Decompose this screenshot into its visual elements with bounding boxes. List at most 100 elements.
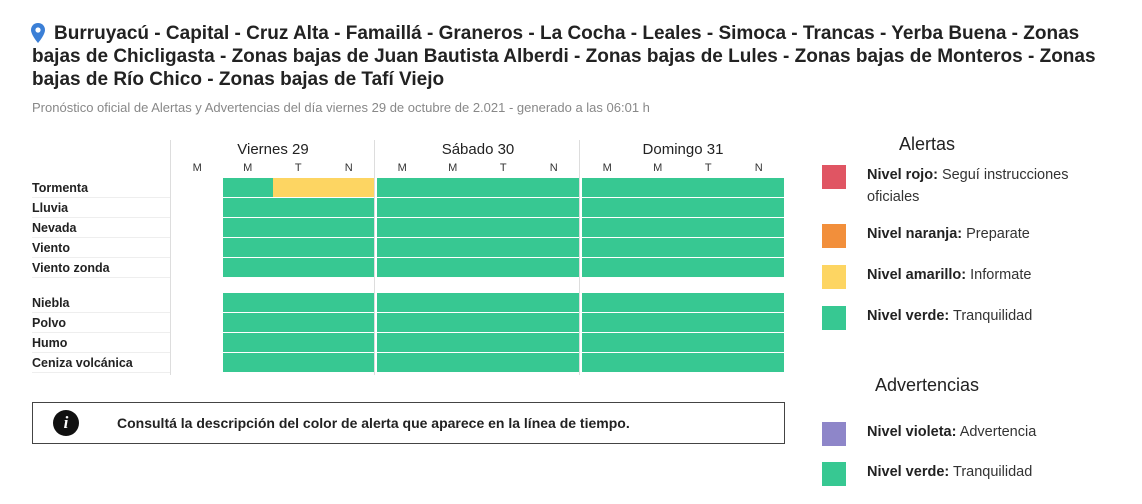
alert-cell <box>222 333 273 352</box>
alert-cell <box>323 313 374 332</box>
alert-cell <box>632 333 683 352</box>
legend-level: Nivel violeta: <box>867 424 957 440</box>
row-separator <box>32 332 170 333</box>
alert-cell <box>427 313 478 332</box>
alert-cell <box>222 258 273 277</box>
alert-cell <box>427 198 478 217</box>
alert-cell <box>478 178 529 197</box>
alert-cell <box>222 238 273 257</box>
legend-level: Nivel verde: <box>867 464 950 480</box>
alert-cell <box>733 238 784 257</box>
alert-cell <box>582 238 633 257</box>
alert-cell <box>323 353 374 372</box>
alert-cell <box>683 353 734 372</box>
alert-cell <box>273 313 324 332</box>
day-separator <box>374 140 375 375</box>
row-label: Viento <box>32 241 70 255</box>
legend-swatch <box>822 306 846 330</box>
alert-cell <box>323 258 374 277</box>
alert-cell <box>427 178 478 197</box>
day-name: Viernes 29 <box>237 141 309 158</box>
row-label: Niebla <box>32 296 70 310</box>
legend-level: Nivel verde: <box>867 308 950 324</box>
alert-cell <box>683 198 734 217</box>
alert-cell <box>683 258 734 277</box>
legend-description: Preparate <box>966 226 1030 242</box>
legend-description: Advertencia <box>959 424 1037 440</box>
alert-cell <box>427 238 478 257</box>
alert-cell <box>733 198 784 217</box>
alert-cell <box>632 258 683 277</box>
alert-cell <box>273 258 324 277</box>
alert-cell <box>733 218 784 237</box>
title-text: Burruyacú - Capital - Cruz Alta - Famail… <box>32 23 1096 90</box>
period-label: M <box>448 162 458 174</box>
info-box: i Consultá la descripción del color de a… <box>32 402 785 444</box>
alert-cell <box>582 218 633 237</box>
alert-cell <box>377 333 428 352</box>
day-name: Sábado 30 <box>441 141 515 158</box>
alert-cell <box>377 218 428 237</box>
alert-cell <box>632 353 683 372</box>
alert-cell <box>323 333 374 352</box>
alert-cell <box>683 293 734 312</box>
alert-cell <box>528 353 579 372</box>
legend-text: Nivel amarillo: Informate <box>867 264 1077 286</box>
alert-cell <box>528 238 579 257</box>
alert-cell <box>427 258 478 277</box>
alert-cell <box>323 238 374 257</box>
alert-cell <box>323 198 374 217</box>
alert-cell <box>478 313 529 332</box>
alert-cell <box>273 333 324 352</box>
row-label: Viento zonda <box>32 261 110 275</box>
alert-cell <box>323 178 374 197</box>
alert-cell <box>377 353 428 372</box>
alert-cell <box>582 178 633 197</box>
alert-cell <box>323 218 374 237</box>
alert-cell <box>427 333 478 352</box>
location-pin <box>31 23 45 43</box>
alert-cell <box>528 313 579 332</box>
legend-description: Tranquilidad <box>953 464 1033 480</box>
legend-level: Nivel rojo: <box>867 167 938 183</box>
alert-cell <box>427 353 478 372</box>
row-label: Ceniza volcánica <box>32 356 133 370</box>
alert-cell <box>222 178 273 197</box>
period-label: N <box>549 162 558 174</box>
row-separator <box>32 312 170 313</box>
legend-level: Nivel amarillo: <box>867 267 967 283</box>
info-icon: i <box>53 410 79 436</box>
alert-cell <box>582 258 633 277</box>
legend-text: Nivel violeta: Advertencia <box>867 421 1077 443</box>
legend-text: Nivel verde: Tranquilidad <box>867 461 1077 483</box>
label-separator <box>170 140 171 375</box>
row-separator <box>32 197 170 198</box>
row-label: Humo <box>32 336 68 350</box>
legend-description: Informate <box>970 267 1032 283</box>
alert-cell <box>582 313 633 332</box>
legend-text: Nivel rojo: Seguí instrucciones oficiale… <box>867 164 1077 208</box>
alert-cell <box>683 238 734 257</box>
alert-cell <box>528 178 579 197</box>
alert-cell <box>478 333 529 352</box>
period-label: T <box>499 162 507 174</box>
alert-cell <box>222 313 273 332</box>
row-separator <box>32 277 170 278</box>
alert-cell <box>582 293 633 312</box>
alert-cell <box>273 218 324 237</box>
period-label: M <box>397 162 407 174</box>
alert-cell <box>528 198 579 217</box>
alert-cell <box>377 293 428 312</box>
alert-cell <box>222 198 273 217</box>
day-name: Domingo 31 <box>642 141 724 158</box>
alert-cell <box>273 353 324 372</box>
alert-cell <box>377 258 428 277</box>
period-label: N <box>344 162 353 174</box>
alert-cell <box>733 293 784 312</box>
alert-cell <box>733 313 784 332</box>
alert-cell <box>632 293 683 312</box>
alert-cell <box>582 198 633 217</box>
period-label: M <box>243 162 253 174</box>
period-label: M <box>653 162 663 174</box>
